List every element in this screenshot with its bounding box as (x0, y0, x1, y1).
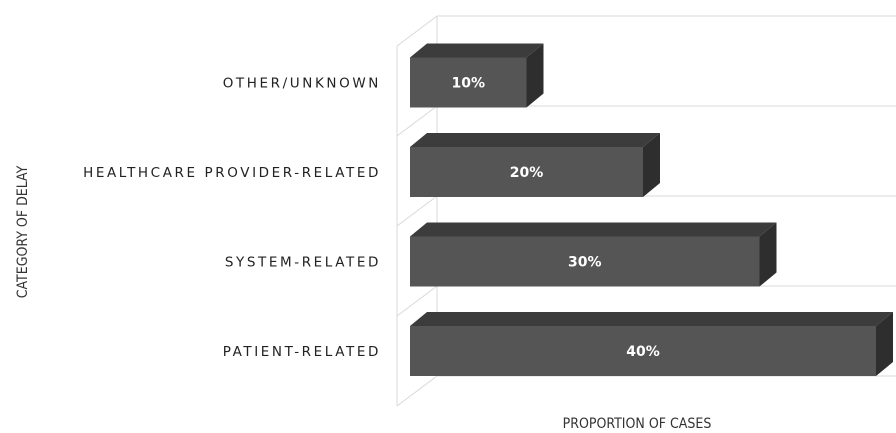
bar: 10% (410, 43, 544, 108)
bar: 20% (410, 133, 660, 197)
data-label: 10% (451, 76, 485, 92)
grid-diagonal (396, 15, 438, 47)
grid-diagonal (396, 375, 438, 407)
bar-top-face (410, 43, 544, 58)
bar-side-face (643, 133, 660, 197)
data-label: 30% (568, 255, 602, 271)
y-axis-title: CATEGORY OF DELAY (15, 165, 31, 298)
bar-top-face (410, 133, 660, 147)
bar-front-face (410, 236, 760, 287)
bar: 30% (410, 222, 777, 287)
bars-group: 40% 30% 20% 10% (410, 43, 893, 376)
bar: 40% (410, 312, 893, 376)
bar-front-face (410, 147, 643, 197)
bar-front-face (410, 57, 527, 108)
bar-side-face (876, 312, 893, 376)
data-label: 20% (510, 165, 544, 181)
bar-front-face (410, 326, 876, 376)
category-label: OTHER/UNKNOWN (223, 76, 381, 92)
bar-side-face (526, 43, 544, 108)
grid-diagonal (396, 105, 438, 137)
category-label: PATIENT-RELATED (223, 344, 381, 360)
bar-top-face (410, 312, 893, 326)
grid-diagonal (396, 285, 438, 317)
bar-top-face (410, 222, 777, 237)
grid-diagonal (396, 195, 438, 227)
category-labels: PATIENT-RELATED SYSTEM-RELATED HEALTHCARE … (83, 76, 381, 361)
x-axis-title: PROPORTION OF CASES (563, 416, 712, 432)
bar-side-face (759, 222, 777, 287)
category-label: HEALTHCARE PROVIDER-RELATED (83, 165, 381, 181)
data-label: 40% (626, 344, 660, 360)
category-label: SYSTEM-RELATED (225, 255, 381, 271)
